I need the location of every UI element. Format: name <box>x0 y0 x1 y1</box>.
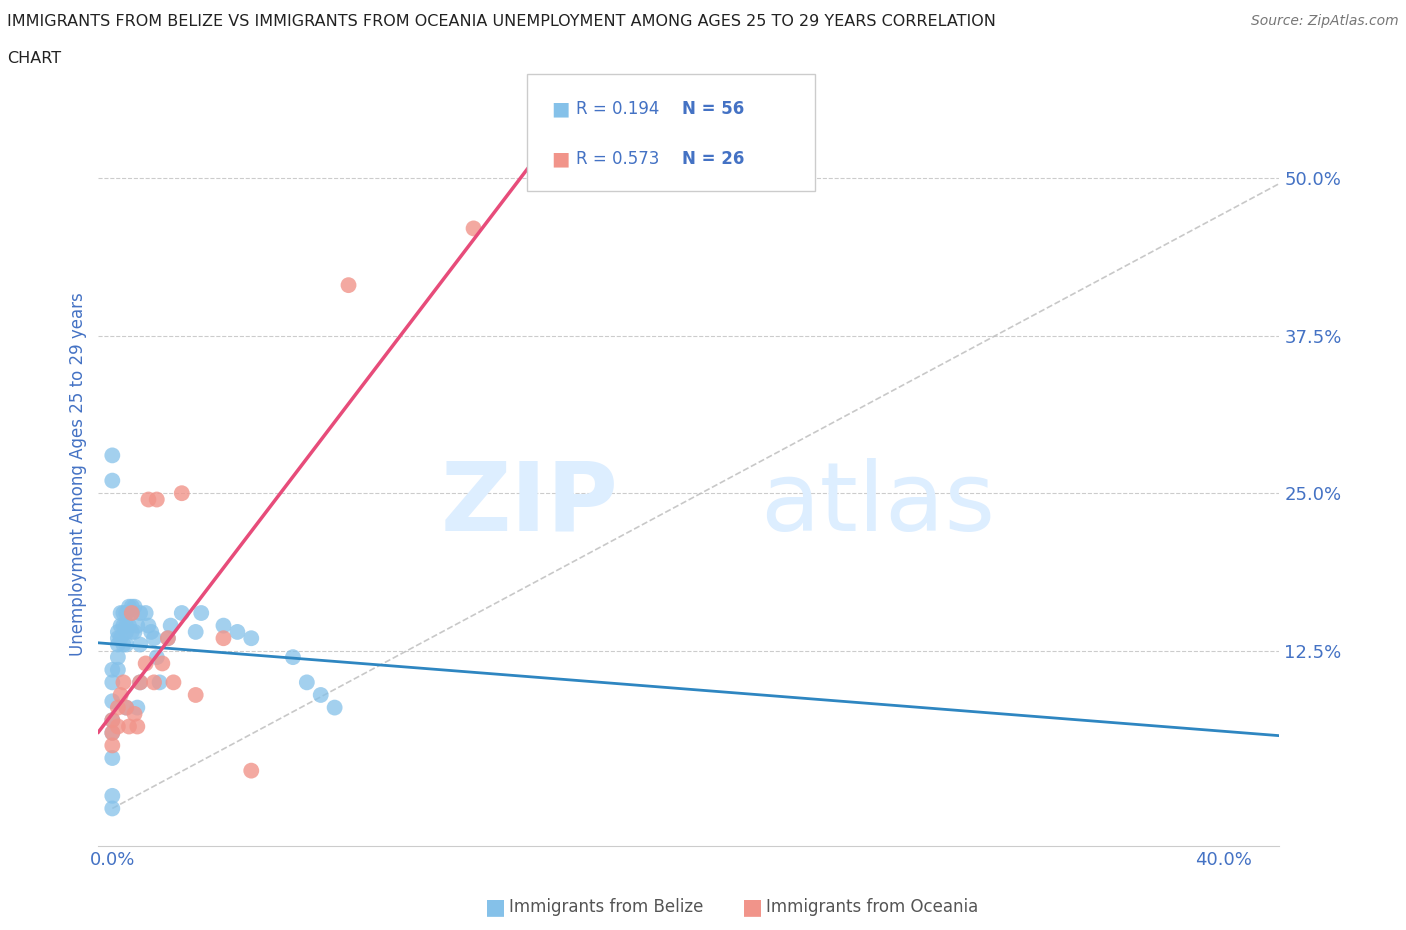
Point <box>101 725 124 740</box>
Point <box>118 719 141 734</box>
Point <box>240 631 263 645</box>
Point <box>162 675 184 690</box>
Point <box>159 618 181 633</box>
Point <box>150 656 173 671</box>
Point <box>101 694 124 709</box>
Point <box>129 675 152 690</box>
Point <box>115 637 138 652</box>
Point <box>146 650 169 665</box>
Point <box>107 719 129 734</box>
Point <box>115 624 138 639</box>
Point <box>115 700 138 715</box>
Point <box>112 637 135 652</box>
Point <box>146 492 169 507</box>
Point <box>148 675 170 690</box>
Point <box>107 631 129 645</box>
Point <box>463 221 485 236</box>
Point <box>121 605 143 620</box>
Point <box>323 700 346 715</box>
Point <box>135 656 157 671</box>
Point <box>107 662 129 677</box>
Point <box>190 605 212 620</box>
Point <box>127 700 149 715</box>
Point <box>110 631 132 645</box>
Point <box>184 687 207 702</box>
Point <box>295 675 318 690</box>
Text: R = 0.194: R = 0.194 <box>576 100 659 118</box>
Point <box>170 485 193 500</box>
Point <box>143 631 166 645</box>
Point <box>129 605 152 620</box>
Point <box>127 618 149 633</box>
Text: ■: ■ <box>742 897 763 917</box>
Point <box>138 492 160 507</box>
Point <box>121 599 143 614</box>
Text: N = 56: N = 56 <box>682 100 744 118</box>
Point <box>107 637 129 652</box>
Point <box>101 801 124 816</box>
Point <box>101 725 124 740</box>
Text: atlas: atlas <box>759 458 995 551</box>
Point <box>112 605 135 620</box>
Text: ■: ■ <box>485 897 506 917</box>
Point <box>129 637 152 652</box>
Point <box>129 675 152 690</box>
Point <box>110 618 132 633</box>
Point <box>138 618 160 633</box>
Point <box>101 712 124 727</box>
Text: Immigrants from Belize: Immigrants from Belize <box>509 897 703 916</box>
Point <box>226 624 249 639</box>
Point <box>107 624 129 639</box>
Point <box>184 624 207 639</box>
Point <box>135 605 157 620</box>
Point <box>112 618 135 633</box>
Point <box>121 605 143 620</box>
Point <box>101 789 124 804</box>
Point <box>156 631 179 645</box>
Point <box>115 700 138 715</box>
Point <box>107 700 129 715</box>
Point <box>110 605 132 620</box>
Text: ■: ■ <box>551 150 569 168</box>
Point <box>101 738 124 753</box>
Text: ZIP: ZIP <box>440 458 619 551</box>
Point <box>141 624 163 639</box>
Point <box>112 675 135 690</box>
Y-axis label: Unemployment Among Ages 25 to 29 years: Unemployment Among Ages 25 to 29 years <box>69 292 87 657</box>
Point <box>337 278 360 293</box>
Point <box>309 687 332 702</box>
Text: R = 0.573: R = 0.573 <box>576 151 659 168</box>
Text: Immigrants from Oceania: Immigrants from Oceania <box>766 897 979 916</box>
Point <box>212 618 235 633</box>
Point <box>212 631 235 645</box>
Point <box>118 618 141 633</box>
Point <box>101 448 124 463</box>
Text: Source: ZipAtlas.com: Source: ZipAtlas.com <box>1251 14 1399 28</box>
Point <box>124 707 146 722</box>
Point <box>101 662 124 677</box>
Point <box>127 719 149 734</box>
Point <box>281 650 304 665</box>
Text: CHART: CHART <box>7 51 60 66</box>
Point <box>240 764 263 778</box>
Point <box>124 599 146 614</box>
Point <box>124 624 146 639</box>
Point <box>115 605 138 620</box>
Point <box>121 624 143 639</box>
Point <box>107 650 129 665</box>
Point <box>115 618 138 633</box>
Text: IMMIGRANTS FROM BELIZE VS IMMIGRANTS FROM OCEANIA UNEMPLOYMENT AMONG AGES 25 TO : IMMIGRANTS FROM BELIZE VS IMMIGRANTS FRO… <box>7 14 995 29</box>
Point <box>156 631 179 645</box>
Point <box>170 605 193 620</box>
Point <box>110 687 132 702</box>
Point <box>118 599 141 614</box>
Text: ■: ■ <box>551 100 569 118</box>
Point <box>101 751 124 765</box>
Point <box>101 712 124 727</box>
Point <box>101 675 124 690</box>
Point <box>143 675 166 690</box>
Text: N = 26: N = 26 <box>682 151 744 168</box>
Point <box>101 473 124 488</box>
